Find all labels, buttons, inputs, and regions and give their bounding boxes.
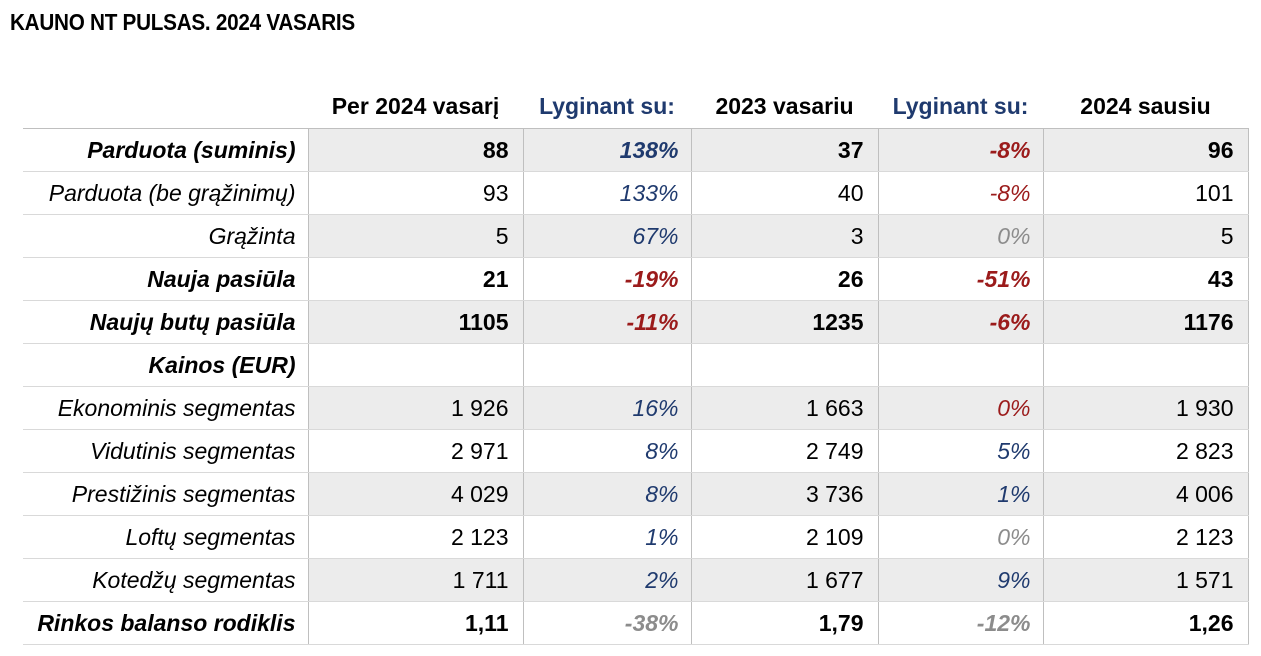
market-pulse-table: Per 2024 vasarį Lyginant su: 2023 vasari… [23, 84, 1249, 645]
page-title: KAUNO NT PULSAS. 2024 VASARIS [10, 9, 355, 35]
change-vs-2024-jan: -8% [878, 128, 1044, 172]
row-label: Ekonominis segmentas [23, 386, 309, 430]
value-2024-jan [1043, 343, 1249, 387]
value-2024-jan: 2 123 [1043, 515, 1249, 559]
change-vs-2023: 133% [523, 171, 692, 215]
table-row: Vidutinis segmentas 2 971 8% 2 749 5% 2 823 [23, 429, 1249, 473]
value-2024-jan: 1 930 [1043, 386, 1249, 430]
table-row: Rinkos balanso rodiklis 1,11 -38% 1,79 -12% 1… [23, 601, 1249, 645]
value-2024-feb: 1,11 [308, 601, 524, 645]
value-2023-feb: 1 677 [691, 558, 879, 602]
value-2024-jan: 101 [1043, 171, 1249, 215]
change-vs-2024-jan: 0% [878, 515, 1044, 559]
change-vs-2024-jan: -12% [878, 601, 1044, 645]
value-2023-feb: 40 [691, 171, 879, 215]
change-vs-2023: 1% [523, 515, 692, 559]
table-row: Nauja pasiūla 21 -19% 26 -51% 43 [23, 257, 1249, 301]
value-2024-jan: 1176 [1043, 300, 1249, 344]
change-vs-2023 [523, 343, 692, 387]
header-current-period: Per 2024 vasarį [308, 84, 523, 129]
value-2023-feb: 3 [691, 214, 879, 258]
value-2023-feb: 2 109 [691, 515, 879, 559]
value-2023-feb: 37 [691, 128, 879, 172]
change-vs-2024-jan: -8% [878, 171, 1044, 215]
change-vs-2024-jan: -6% [878, 300, 1044, 344]
header-prev-year: 2023 vasariu [691, 84, 878, 129]
change-vs-2023: 138% [523, 128, 692, 172]
change-vs-2024-jan: 0% [878, 214, 1044, 258]
value-2024-jan: 1,26 [1043, 601, 1249, 645]
value-2024-feb: 88 [308, 128, 524, 172]
table-row: Parduota (suminis) 88 138% 37 -8% 96 [23, 128, 1249, 172]
change-vs-2024-jan: -51% [878, 257, 1044, 301]
row-label: Kotedžų segmentas [23, 558, 309, 602]
change-vs-2024-jan: 0% [878, 386, 1044, 430]
row-label: Nauja pasiūla [23, 257, 309, 301]
value-2023-feb: 1 663 [691, 386, 879, 430]
row-label: Kainos (EUR) [23, 343, 309, 387]
change-vs-2024-jan: 9% [878, 558, 1044, 602]
change-vs-2023: -11% [523, 300, 692, 344]
table-row: Grąžinta 5 67% 3 0% 5 [23, 214, 1249, 258]
value-2024-jan: 4 006 [1043, 472, 1249, 516]
value-2024-feb: 2 123 [308, 515, 524, 559]
value-2024-jan: 2 823 [1043, 429, 1249, 473]
row-label: Parduota (suminis) [23, 128, 309, 172]
row-label: Vidutinis segmentas [23, 429, 309, 473]
value-2024-jan: 1 571 [1043, 558, 1249, 602]
row-label: Rinkos balanso rodiklis [23, 601, 309, 645]
header-compare-1: Lyginant su: [523, 84, 691, 129]
row-label: Naujų butų pasiūla [23, 300, 309, 344]
value-2024-feb: 1105 [308, 300, 524, 344]
table-row: Kainos (EUR) [23, 343, 1249, 387]
row-label: Loftų segmentas [23, 515, 309, 559]
change-vs-2024-jan: 5% [878, 429, 1044, 473]
change-vs-2024-jan [878, 343, 1044, 387]
change-vs-2023: 67% [523, 214, 692, 258]
header-row: Per 2024 vasarį Lyginant su: 2023 vasari… [23, 84, 1248, 129]
table-row: Naujų butų pasiūla 1105 -11% 1235 -6% 1176 [23, 300, 1249, 344]
value-2024-feb [308, 343, 524, 387]
row-label: Prestižinis segmentas [23, 472, 309, 516]
value-2024-feb: 1 711 [308, 558, 524, 602]
value-2023-feb: 26 [691, 257, 879, 301]
header-label-col [23, 84, 308, 129]
table-row: Kotedžų segmentas 1 711 2% 1 677 9% 1 571 [23, 558, 1249, 602]
value-2024-feb: 2 971 [308, 429, 524, 473]
table-row: Loftų segmentas 2 123 1% 2 109 0% 2 123 [23, 515, 1249, 559]
value-2024-feb: 21 [308, 257, 524, 301]
table-row: Parduota (be grąžinimų) 93 133% 40 -8% 101 [23, 171, 1249, 215]
header-prev-month: 2024 sausiu [1043, 84, 1248, 129]
value-2024-feb: 1 926 [308, 386, 524, 430]
change-vs-2023: 8% [523, 472, 692, 516]
row-label: Parduota (be grąžinimų) [23, 171, 309, 215]
value-2024-jan: 5 [1043, 214, 1249, 258]
value-2023-feb: 2 749 [691, 429, 879, 473]
header-compare-2: Lyginant su: [878, 84, 1043, 129]
table-row: Prestižinis segmentas 4 029 8% 3 736 1% 4 006 [23, 472, 1249, 516]
value-2024-feb: 4 029 [308, 472, 524, 516]
value-2023-feb [691, 343, 879, 387]
value-2024-jan: 96 [1043, 128, 1249, 172]
change-vs-2023: -38% [523, 601, 692, 645]
value-2023-feb: 1235 [691, 300, 879, 344]
value-2024-feb: 93 [308, 171, 524, 215]
change-vs-2023: 8% [523, 429, 692, 473]
table-row: Ekonominis segmentas 1 926 16% 1 663 0% 1 930 [23, 386, 1249, 430]
change-vs-2023: 2% [523, 558, 692, 602]
change-vs-2024-jan: 1% [878, 472, 1044, 516]
value-2024-feb: 5 [308, 214, 524, 258]
change-vs-2023: -19% [523, 257, 692, 301]
value-2023-feb: 3 736 [691, 472, 879, 516]
value-2024-jan: 43 [1043, 257, 1249, 301]
value-2023-feb: 1,79 [691, 601, 879, 645]
change-vs-2023: 16% [523, 386, 692, 430]
row-label: Grąžinta [23, 214, 309, 258]
